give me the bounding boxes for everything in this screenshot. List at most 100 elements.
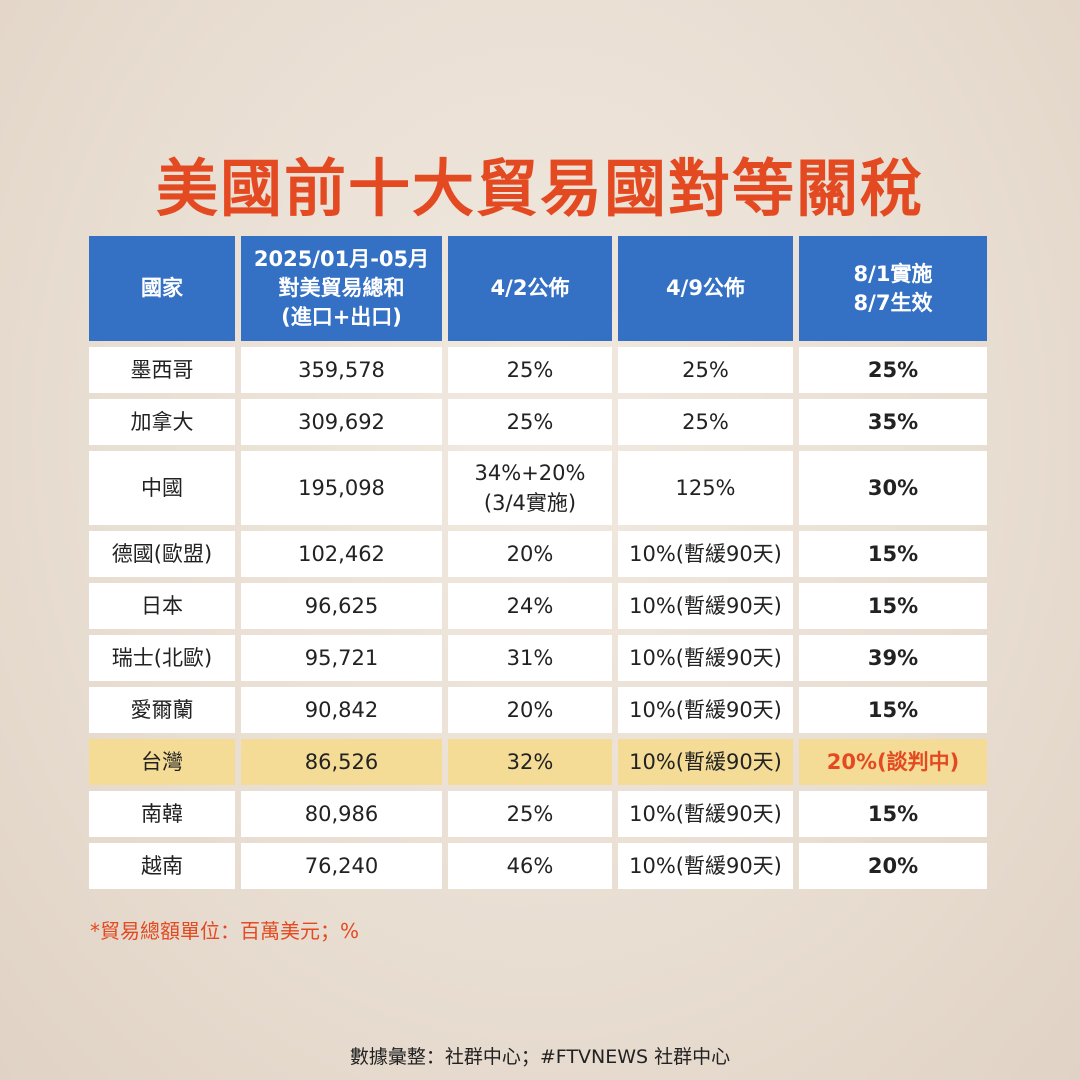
cell-text: 25% — [682, 358, 729, 382]
table-cell: 瑞士(北歐) — [89, 635, 235, 681]
cell-text: 96,625 — [304, 594, 379, 618]
table-cell: 86,526 — [241, 739, 442, 785]
header-line: 2025/01月-05月 — [253, 247, 430, 271]
table-cell: 96,625 — [241, 583, 442, 629]
cell-text: 34%+20% — [474, 461, 586, 485]
cell-text: (3/4實施) — [483, 491, 577, 515]
header-apr2: 4/2公佈 — [448, 236, 612, 341]
header-aug: 8/1實施 8/7生效 — [799, 236, 987, 341]
table-cell: 日本 — [89, 583, 235, 629]
cell-text: 25% — [682, 410, 729, 434]
cell-text: 95,721 — [304, 646, 379, 670]
table-cell: 95,721 — [241, 635, 442, 681]
cell-text: 10%(暫緩90天) — [629, 802, 782, 826]
table-cell: 359,578 — [241, 347, 442, 393]
cell-text: 125% — [675, 476, 736, 500]
cell-text: 10%(暫緩90天) — [629, 854, 782, 878]
table-cell: 25% — [618, 347, 793, 393]
table-cell: 25% — [618, 399, 793, 445]
table-cell: 195,098 — [241, 451, 442, 525]
table-row: 德國(歐盟) 102,462 20% 10%(暫緩90天) 15% — [89, 531, 987, 577]
table-cell: 10%(暫緩90天) — [618, 843, 793, 889]
table-cell: 35% — [799, 399, 987, 445]
cell-text: 日本 — [141, 594, 183, 618]
header-apr9: 4/9公佈 — [618, 236, 793, 341]
cell-text: 德國(歐盟) — [111, 542, 213, 566]
cell-text: 瑞士(北歐) — [111, 646, 213, 670]
cell-text: 35% — [867, 410, 919, 434]
cell-text: 10%(暫緩90天) — [629, 542, 782, 566]
table-row: 瑞士(北歐) 95,721 31% 10%(暫緩90天) 39% — [89, 635, 987, 681]
table-row: 南韓 80,986 25% 10%(暫緩90天) 15% — [89, 791, 987, 837]
table-cell: 31% — [448, 635, 612, 681]
cell-text: 20%(談判中) — [826, 750, 960, 774]
page-title: 美國前十大貿易國對等關稅 — [155, 152, 924, 225]
cell-text: 墨西哥 — [130, 358, 194, 382]
cell-text: 台灣 — [141, 750, 183, 774]
table-cell: 愛爾蘭 — [89, 687, 235, 733]
cell-text: 32% — [506, 750, 554, 774]
table-cell: 德國(歐盟) — [89, 531, 235, 577]
cell-text: 25% — [867, 358, 919, 382]
table-cell: 25% — [448, 791, 612, 837]
cell-text: 愛爾蘭 — [130, 698, 194, 722]
table-row: 越南 76,240 46% 10%(暫緩90天) 20% — [89, 843, 987, 889]
cell-text: 359,578 — [298, 358, 385, 382]
table-cell: 加拿大 — [89, 399, 235, 445]
cell-text: 46% — [506, 854, 554, 878]
table-cell: 102,462 — [241, 531, 442, 577]
table-row: 中國 195,098 34%+20% (3/4實施) 125% 30% — [89, 451, 987, 525]
table-cell: 墨西哥 — [89, 347, 235, 393]
header-line: (進口+出口) — [281, 305, 402, 329]
header-line: 國家 — [141, 276, 183, 300]
table-cell: 20%(談判中) — [799, 739, 987, 785]
table-cell: 34%+20% (3/4實施) — [448, 451, 612, 525]
cell-text: 25% — [506, 410, 554, 434]
cell-text: 10%(暫緩90天) — [629, 594, 782, 618]
table-cell: 中國 — [89, 451, 235, 525]
cell-text: 15% — [867, 594, 919, 618]
table-cell: 台灣 — [89, 739, 235, 785]
cell-text: 10%(暫緩90天) — [629, 750, 782, 774]
table-cell: 15% — [799, 583, 987, 629]
table-cell: 10%(暫緩90天) — [618, 791, 793, 837]
cell-text: 76,240 — [304, 854, 379, 878]
table-header-row: 國家 2025/01月-05月 對美貿易總和 (進口+出口) 4/2公佈 4/9公佈… — [89, 236, 987, 341]
table-row: 台灣 86,526 32% 10%(暫緩90天) 20%(談判中) — [89, 739, 987, 785]
table-cell: 30% — [799, 451, 987, 525]
table-cell: 南韓 — [89, 791, 235, 837]
cell-text: 20% — [506, 698, 554, 722]
table-row: 日本 96,625 24% 10%(暫緩90天) 15% — [89, 583, 987, 629]
tariff-table: 國家 2025/01月-05月 對美貿易總和 (進口+出口) 4/2公佈 4/9公佈… — [83, 230, 993, 895]
table-cell: 越南 — [89, 843, 235, 889]
cell-text: 30% — [867, 476, 919, 500]
table-cell: 32% — [448, 739, 612, 785]
table-cell: 90,842 — [241, 687, 442, 733]
cell-text: 加拿大 — [130, 410, 194, 434]
table-cell: 25% — [799, 347, 987, 393]
source-credit: 數據彙整：社群中心；#FTVNEWS 社群中心 — [349, 1046, 731, 1068]
table-row: 墨西哥 359,578 25% 25% 25% — [89, 347, 987, 393]
cell-text: 80,986 — [304, 802, 379, 826]
cell-text: 39% — [867, 646, 919, 670]
cell-text: 10%(暫緩90天) — [629, 646, 782, 670]
cell-text: 25% — [506, 358, 554, 382]
table-cell: 76,240 — [241, 843, 442, 889]
cell-text: 20% — [867, 854, 919, 878]
cell-text: 24% — [506, 594, 554, 618]
table-cell: 15% — [799, 687, 987, 733]
table-cell: 10%(暫緩90天) — [618, 531, 793, 577]
table-cell: 25% — [448, 347, 612, 393]
header-line: 4/9公佈 — [666, 276, 745, 300]
header-line: 4/2公佈 — [490, 276, 570, 300]
table-cell: 10%(暫緩90天) — [618, 739, 793, 785]
cell-text: 15% — [867, 698, 919, 722]
table-cell: 46% — [448, 843, 612, 889]
table-cell: 39% — [799, 635, 987, 681]
table-cell: 24% — [448, 583, 612, 629]
cell-text: 15% — [867, 542, 919, 566]
header-country: 國家 — [89, 236, 235, 341]
table-row: 加拿大 309,692 25% 25% 35% — [89, 399, 987, 445]
cell-text: 南韓 — [141, 802, 183, 826]
table-cell: 15% — [799, 791, 987, 837]
